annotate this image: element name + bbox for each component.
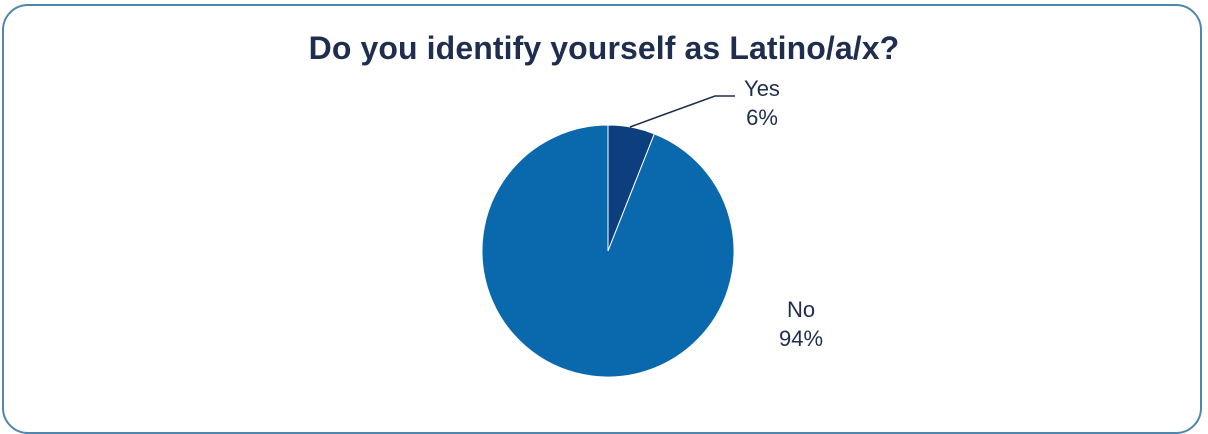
slice-label-yes: Yes	[744, 76, 780, 101]
slice-value-yes: 6%	[746, 105, 778, 130]
leader-line-yes	[629, 95, 735, 128]
pie-slices	[481, 124, 735, 378]
pie-labels: Yes 6% No 94%	[629, 76, 823, 351]
slice-value-no: 94%	[779, 326, 823, 351]
chart-title: Do you identify yourself as Latino/a/x?	[308, 30, 900, 66]
pie-slice-no	[481, 124, 735, 378]
pie-chart: Yes 6% No 94%	[481, 76, 823, 378]
slice-label-no: No	[787, 297, 815, 322]
